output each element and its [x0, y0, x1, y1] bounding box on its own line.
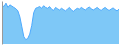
- y-axis-line: [2, 2, 3, 45]
- y-axis: [2, 2, 3, 45]
- marks: [2, 3, 119, 44]
- line: [2, 3, 119, 40]
- plot: [2, 2, 119, 45]
- chart: [0, 0, 120, 45]
- chart-svg: [0, 0, 120, 45]
- area: [2, 3, 119, 44]
